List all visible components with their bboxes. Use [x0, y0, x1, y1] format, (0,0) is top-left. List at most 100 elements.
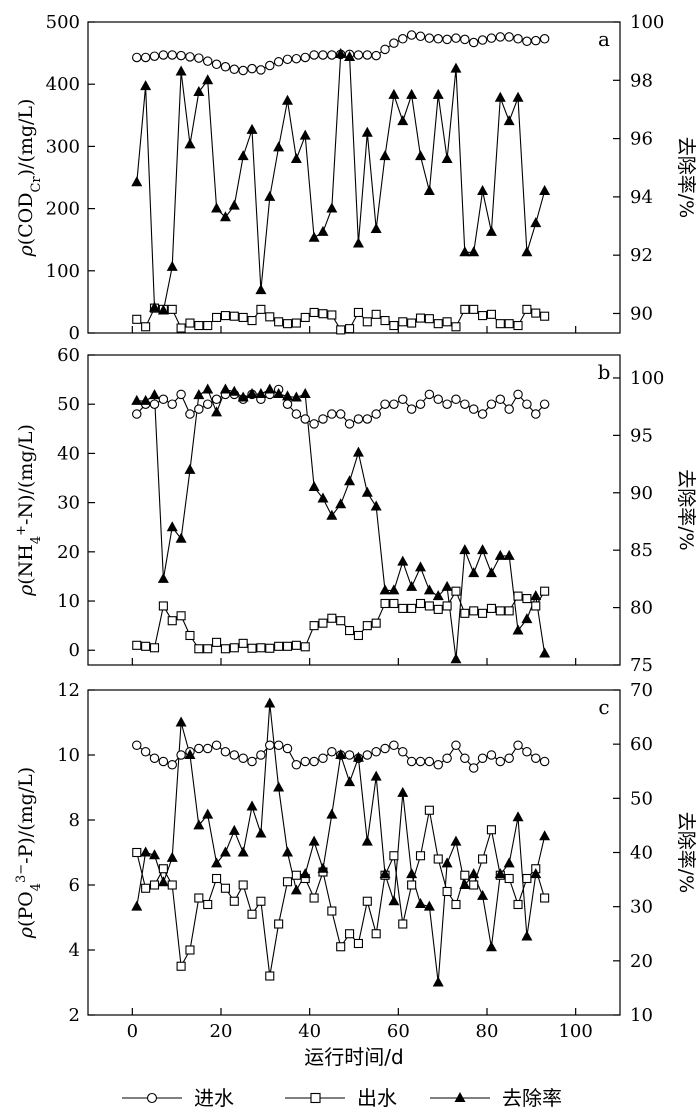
effluent-point — [424, 601, 434, 611]
removal-point — [335, 48, 347, 59]
removal-point — [432, 976, 444, 987]
left-tick-label: 60 — [57, 345, 80, 366]
influent-point — [132, 740, 142, 750]
effluent-point — [522, 304, 532, 314]
influent-point — [158, 756, 169, 767]
removal-point — [202, 383, 214, 394]
x-tick-label: 0 — [127, 1021, 138, 1042]
removal-point — [317, 225, 329, 236]
influent-point — [539, 756, 550, 767]
removal-point — [370, 500, 382, 511]
right-tick-label: 80 — [630, 598, 653, 619]
influent-point — [362, 414, 373, 424]
effluent-point — [158, 864, 168, 874]
influent-point — [371, 409, 381, 419]
effluent-point — [167, 880, 177, 890]
removal-point — [477, 185, 489, 196]
influent-point — [300, 414, 310, 424]
influent-point — [380, 44, 390, 55]
removal-point — [450, 835, 462, 846]
influent-point — [513, 740, 523, 750]
removal-point — [441, 857, 453, 868]
influent-point — [167, 399, 177, 409]
removal-point — [388, 895, 400, 906]
effluent-point — [132, 640, 142, 650]
removal-point — [157, 876, 169, 887]
removal-point — [379, 150, 391, 161]
influent-point — [220, 746, 231, 757]
panel-c: 2 4 6 8 10 12 10 20 30 40 50 60 70 c ρ(PO43−-P)/(mg/L)… — [14, 680, 698, 1042]
effluent-point — [380, 598, 390, 609]
removal-point — [264, 383, 276, 394]
removal-point — [406, 868, 418, 879]
right-tick-label: 85 — [630, 540, 653, 561]
effluent-point — [238, 880, 248, 890]
removal-point — [415, 150, 426, 161]
effluent-point — [149, 643, 160, 653]
panel-a: 0 100 200 300 400 500 90 92 94 96 98 100 a ρ(CODCr)/(… — [15, 12, 697, 344]
influent-point — [256, 65, 266, 75]
left-tick-label: 6 — [69, 875, 80, 896]
removal-point — [157, 304, 169, 315]
removal-point — [166, 260, 178, 271]
removal-point — [352, 237, 364, 248]
influent-point — [362, 750, 373, 760]
effluent-point — [220, 644, 230, 654]
right-tick-label: 50 — [630, 788, 653, 809]
effluent-point — [274, 919, 284, 929]
effluent-point — [291, 318, 301, 328]
removal-point — [282, 390, 293, 401]
right-tick-label: 100 — [630, 12, 664, 33]
removal-point — [131, 900, 143, 911]
effluent-point — [442, 601, 452, 611]
influent-point — [504, 404, 514, 414]
removal-point — [282, 94, 293, 105]
removal-point — [503, 115, 515, 126]
influent-point — [415, 399, 426, 409]
removal-point — [344, 50, 356, 61]
influent-point — [300, 52, 310, 63]
influent-point — [531, 409, 541, 419]
effluent-point — [540, 893, 550, 903]
removal-point — [335, 749, 347, 759]
influent-point — [495, 32, 506, 42]
effluent-point — [362, 896, 372, 906]
plot-frame — [87, 354, 621, 666]
removal-point — [211, 406, 223, 417]
influent-point — [229, 750, 240, 760]
effluent-point — [460, 304, 470, 314]
influent-point — [149, 51, 160, 61]
effluent-point — [362, 621, 372, 631]
effluent-point — [415, 851, 426, 861]
removal-point — [512, 624, 524, 635]
left-tick-label: 0 — [69, 323, 80, 344]
influent-point — [486, 750, 497, 760]
removal-point — [379, 868, 391, 879]
removal-point — [273, 141, 285, 152]
removal-point — [326, 202, 338, 213]
effluent-point — [274, 641, 284, 651]
right-axis-label: 去除率/% — [675, 812, 697, 893]
effluent-point — [220, 883, 230, 893]
influent-point — [389, 740, 399, 750]
effluent-point — [345, 324, 355, 334]
removal-point — [193, 85, 205, 96]
removal-point — [219, 846, 231, 857]
removal-point — [494, 549, 506, 560]
effluent-point — [238, 638, 248, 648]
removal-point — [131, 176, 143, 187]
plot-frame — [87, 689, 621, 1016]
influent-point — [194, 53, 204, 63]
effluent-point — [531, 601, 541, 611]
removal-point — [290, 884, 302, 895]
influent-point — [140, 52, 151, 63]
removal-point — [415, 561, 426, 572]
removal-point — [237, 391, 249, 402]
influent-point — [318, 414, 328, 424]
effluent-point — [353, 938, 363, 949]
effluent-point — [185, 318, 195, 328]
effluent-point — [282, 877, 293, 887]
x-tick-label: 60 — [387, 1021, 410, 1042]
effluent-point — [442, 886, 452, 897]
